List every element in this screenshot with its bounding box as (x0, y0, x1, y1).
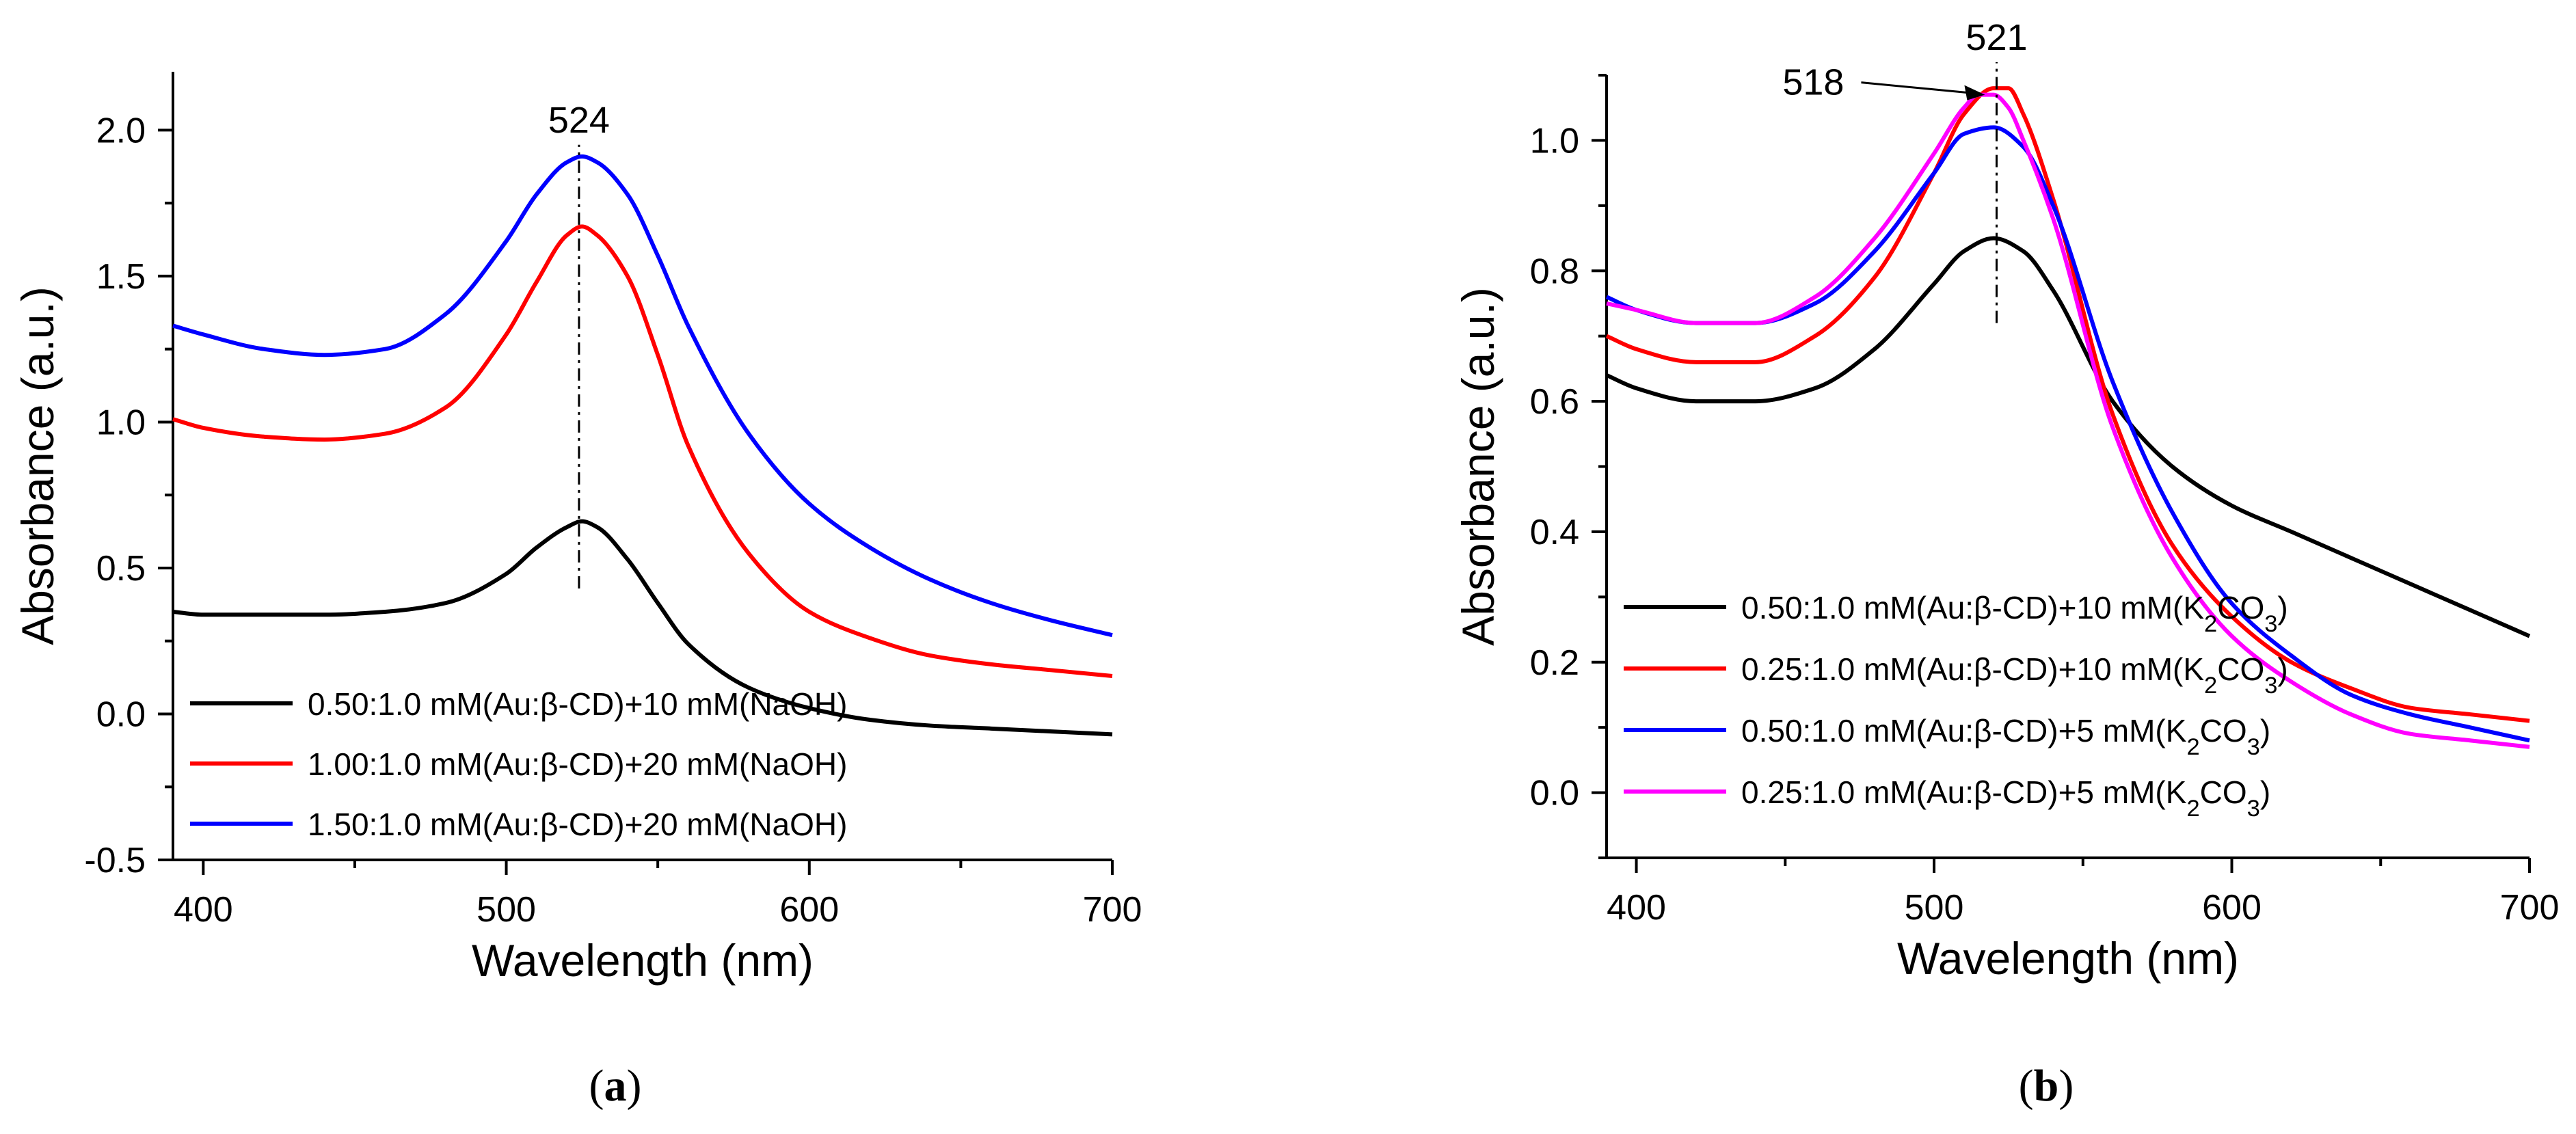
y-axis-label: Absorbance (a.u.) (12, 286, 63, 645)
peak-label: 524 (548, 100, 610, 141)
y-tick-label: 0.0 (96, 694, 146, 734)
panel-a: 400 500 600 700 -0.5 0.0 0.5 1.0 1.5 2.0 Wavelengt… (12, 72, 1142, 1111)
x-tick-label: 500 (1905, 888, 1964, 928)
panel-label: (b) (2019, 1061, 2074, 1111)
series-line-1 (172, 519, 1113, 737)
shoulder-peak-arrowhead (1964, 85, 1985, 100)
legend-label-1: 0.50:1.0 mM(Au:β-CD)+10 mM(K2CO3) (1741, 590, 2288, 637)
legend-label-1: 0.50:1.0 mM(Au:β-CD)+10 mM(NaOH) (308, 686, 847, 722)
x-tick-label: 600 (779, 890, 839, 930)
x-tick-label: 600 (2202, 888, 2262, 928)
legend-label-3: 0.50:1.0 mM(Au:β-CD)+5 mM(K2CO3) (1741, 713, 2270, 760)
shoulder-peak-arrow (1861, 81, 1976, 95)
legend-label-2: 1.00:1.0 mM(Au:β-CD)+20 mM(NaOH) (308, 746, 847, 782)
series-line-2 (172, 224, 1113, 678)
x-tick-label: 700 (1083, 890, 1142, 930)
series-line-1 (1605, 236, 2531, 638)
peak-label: 521 (1965, 17, 2027, 58)
y-tick-label: 1.0 (1530, 121, 1579, 161)
shoulder-peak-label: 518 (1782, 62, 1844, 103)
legend-label-2: 0.25:1.0 mM(Au:β-CD)+10 mM(K2CO3) (1741, 651, 2288, 699)
y-tick-label: 1.5 (96, 257, 146, 297)
panel-label: (a) (589, 1061, 642, 1111)
y-tick-label: 0.6 (1530, 382, 1579, 422)
y-tick-label: 0.0 (1530, 774, 1579, 813)
series-line-3 (172, 154, 1113, 638)
panel-b: 400 500 600 700 0.0 0.2 0.4 0.6 0.8 1.0 Wavelength… (1453, 17, 2559, 1111)
x-tick-label: 400 (1607, 888, 1666, 928)
y-tick-label: 0.8 (1530, 252, 1579, 291)
y-tick-label: 1.0 (96, 403, 146, 442)
x-tick-label: 400 (174, 890, 233, 930)
y-tick-label: 0.2 (1530, 643, 1579, 683)
y-tick-label: 2.0 (96, 111, 146, 150)
series-line-2 (1605, 86, 2530, 723)
legend-label-4: 0.25:1.0 mM(Au:β-CD)+5 mM(K2CO3) (1741, 774, 2270, 822)
legend-label-3: 1.50:1.0 mM(Au:β-CD)+20 mM(NaOH) (308, 807, 847, 842)
y-tick-label: -0.5 (84, 841, 146, 880)
series-line-3 (1605, 125, 2530, 743)
y-axis-label: Absorbance (a.u.) (1453, 287, 1503, 646)
x-axis-label: Wavelength (nm) (472, 935, 814, 986)
y-tick-label: 0.5 (96, 549, 146, 589)
x-tick-label: 500 (477, 890, 536, 930)
x-tick-label: 700 (2500, 888, 2560, 928)
series-line-4 (1606, 92, 2530, 749)
x-axis-label: Wavelength (nm) (1897, 933, 2239, 984)
y-tick-label: 0.4 (1530, 513, 1579, 552)
